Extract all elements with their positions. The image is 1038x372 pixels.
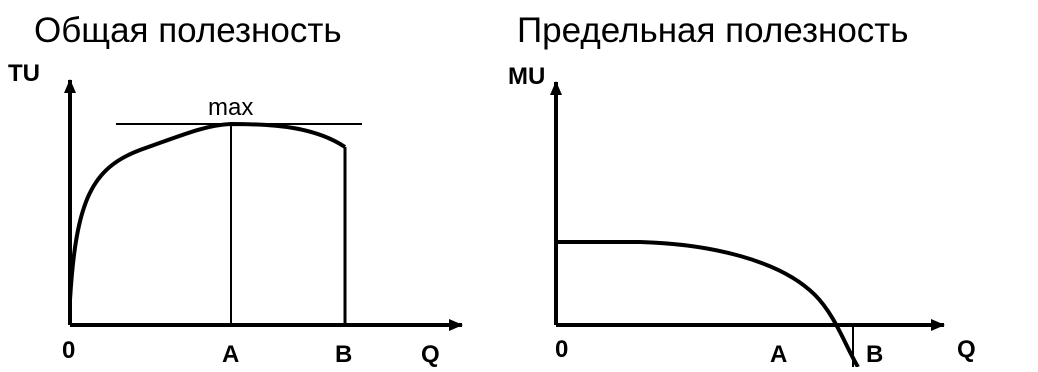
mu-q-label: Q [957,336,976,363]
total-utility-panel: Общая полезность TU max 0 A B Q [8,11,463,368]
tu-origin-label: 0 [62,337,75,364]
mu-origin-label: 0 [555,336,568,363]
marginal-utility-panel: Предельная полезность MU 0 A B Q [508,11,976,369]
tu-point-b-label: B [335,341,352,367]
tu-curve [68,121,347,301]
tu-point-a-label: A [222,341,239,367]
tu-axis-label: TU [8,60,40,87]
total-utility-title: Общая полезность [34,11,342,50]
mu-point-b-label: B [866,341,883,367]
mu-point-a-label: A [770,341,787,367]
max-annotation: max [208,94,253,121]
mu-curve [556,240,860,369]
marginal-utility-title: Предельная полезность [517,11,909,50]
mu-axis-label: MU [508,63,545,90]
tu-q-label: Q [421,341,440,367]
